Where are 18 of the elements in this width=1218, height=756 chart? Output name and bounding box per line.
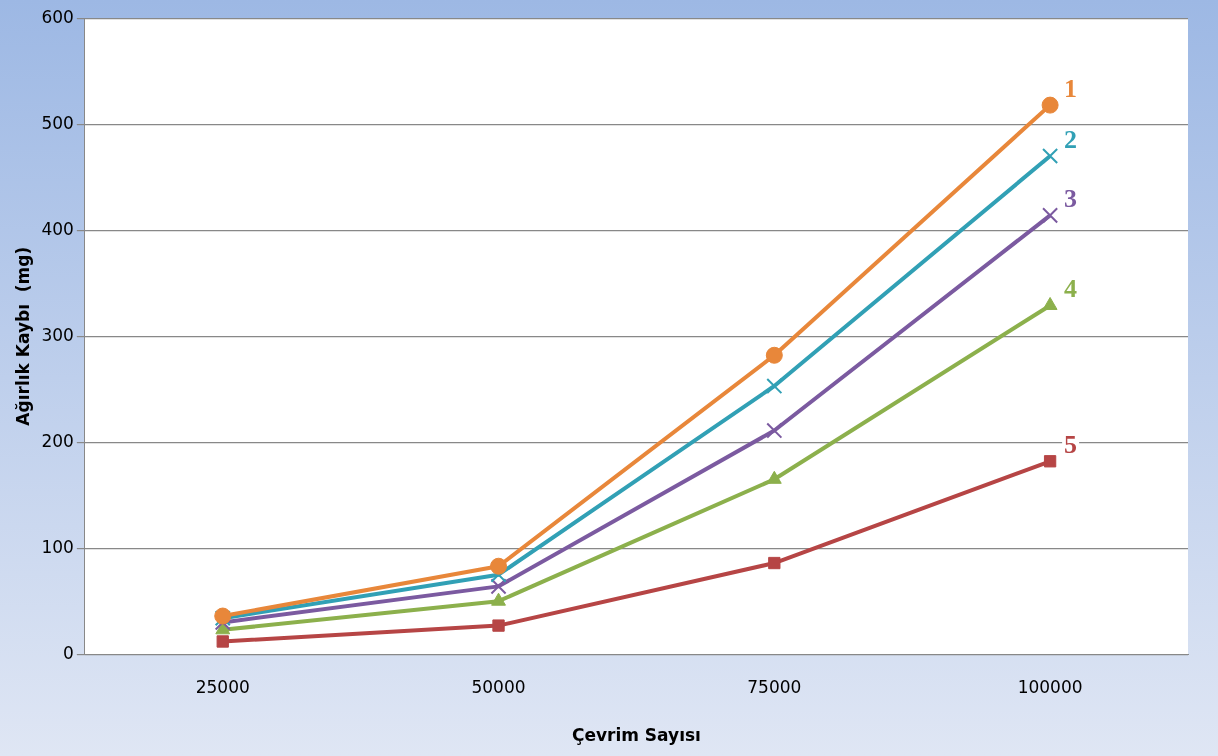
y-tick-label: 600 <box>41 6 74 27</box>
y-tick-label: 500 <box>41 112 74 133</box>
x-tick-label: 25000 <box>195 676 250 697</box>
y-tick-label: 200 <box>41 430 74 451</box>
y-tick-label: 0 <box>63 642 74 663</box>
series-label: 1 <box>1064 73 1078 103</box>
y-axis-title: Ağırlık Kaybı (mg) <box>12 246 33 426</box>
series-label: 3 <box>1064 184 1078 214</box>
y-tick-label: 300 <box>41 324 74 345</box>
y-tick-label: 100 <box>41 536 74 557</box>
series-label: 5 <box>1064 430 1078 459</box>
series-label: 2 <box>1064 124 1078 154</box>
x-tick-label: 75000 <box>747 676 802 697</box>
x-tick-label: 50000 <box>471 676 526 697</box>
series-label: 4 <box>1064 274 1078 304</box>
y-tick-label: 400 <box>41 218 74 239</box>
x-axis-title: Çevrim Sayısı <box>571 725 701 746</box>
x-tick-label: 100000 <box>1017 676 1083 697</box>
